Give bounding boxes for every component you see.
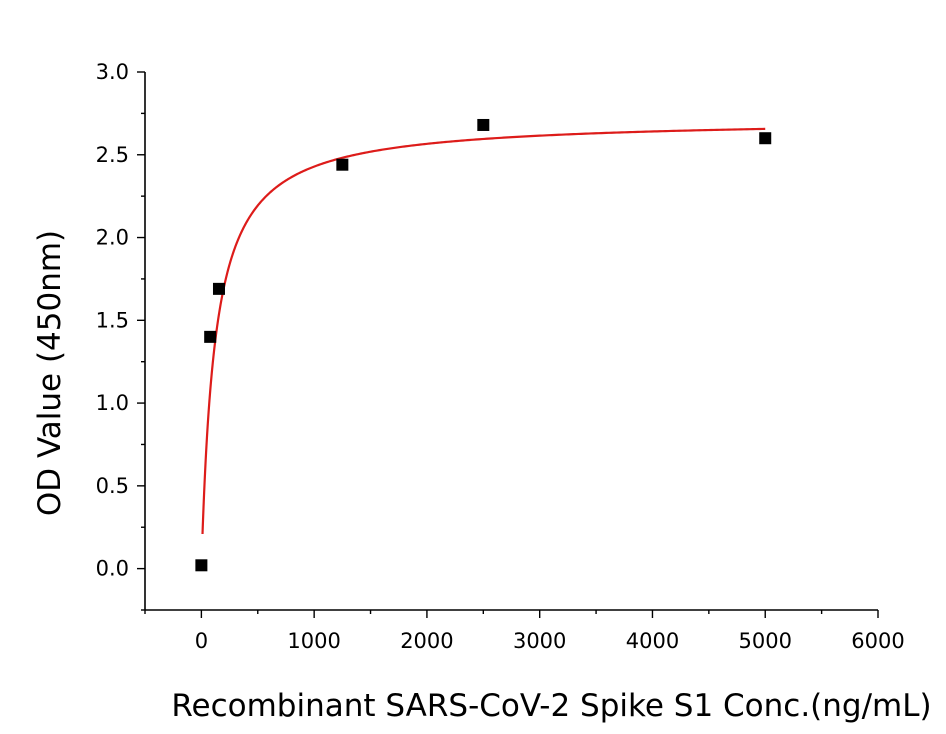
- y-axis-title: OD Value (450nm): [32, 230, 68, 516]
- fit-curve: [201, 127, 766, 535]
- data-points: [195, 118, 772, 572]
- x-tick-label: 1000: [287, 629, 340, 653]
- y-tick-label: 0.0: [96, 557, 129, 581]
- x-tick-label: 0: [195, 629, 208, 653]
- data-point: [195, 559, 208, 572]
- x-tick-label: 2000: [400, 629, 453, 653]
- data-point: [477, 118, 490, 131]
- x-tick-label: 3000: [513, 629, 566, 653]
- y-tick-label: 0.5: [96, 474, 129, 498]
- y-tick-label: 1.0: [96, 391, 129, 415]
- data-point: [212, 282, 225, 295]
- x-tick-label: 4000: [626, 629, 679, 653]
- y-tick-label: 2.5: [96, 143, 129, 167]
- x-tick-label: 6000: [851, 629, 904, 653]
- y-tick-label: 1.5: [96, 308, 129, 332]
- x-tick-label: 5000: [739, 629, 792, 653]
- x-ticks: 0 1000 2000 3000 4000 5000 6000: [144, 610, 905, 653]
- x-axis-title: Recombinant SARS-CoV-2 Spike S1 Conc.(ng…: [171, 688, 931, 724]
- y-tick-label: 2.0: [96, 226, 129, 250]
- axes: [144, 72, 878, 611]
- data-point: [336, 158, 349, 171]
- data-point: [759, 132, 772, 145]
- y-tick-label: 3.0: [96, 60, 129, 84]
- y-ticks: 0.0 0.5 1.0 1.5 2.0 2.5 3.0: [96, 60, 145, 611]
- data-point: [204, 330, 217, 343]
- fit-curve-group: [201, 127, 766, 535]
